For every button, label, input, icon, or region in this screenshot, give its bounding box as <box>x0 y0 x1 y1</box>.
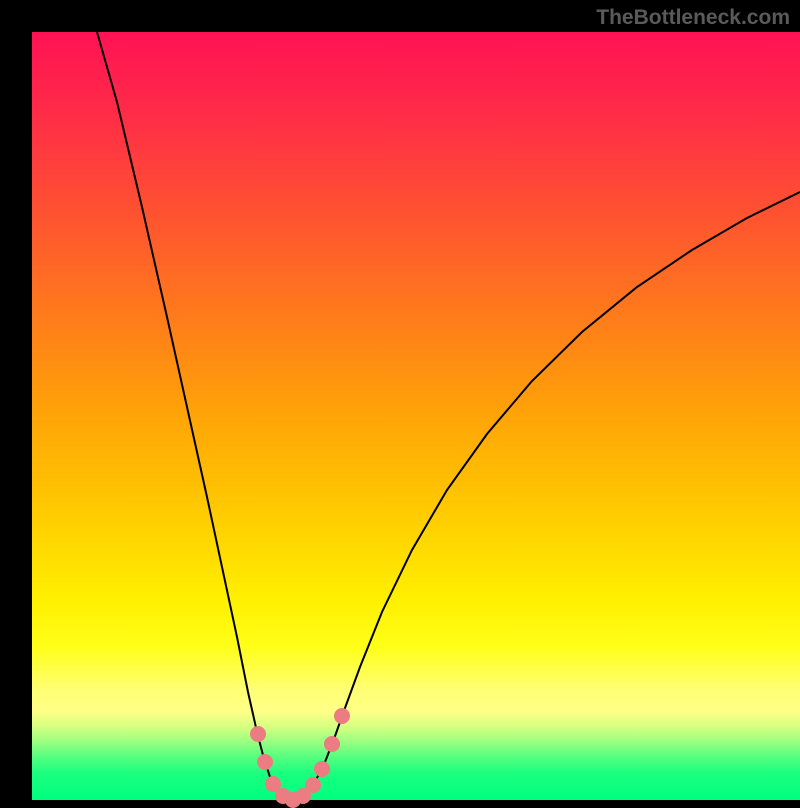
watermark-text: TheBottleneck.com <box>596 6 790 30</box>
curve-marker <box>257 754 273 770</box>
curve-marker <box>314 761 330 777</box>
curve-marker <box>334 708 350 724</box>
curve-marker <box>324 736 340 752</box>
curve-marker <box>305 777 321 793</box>
chart-area <box>32 32 800 800</box>
markers-layer <box>32 32 800 800</box>
curve-marker <box>250 726 266 742</box>
